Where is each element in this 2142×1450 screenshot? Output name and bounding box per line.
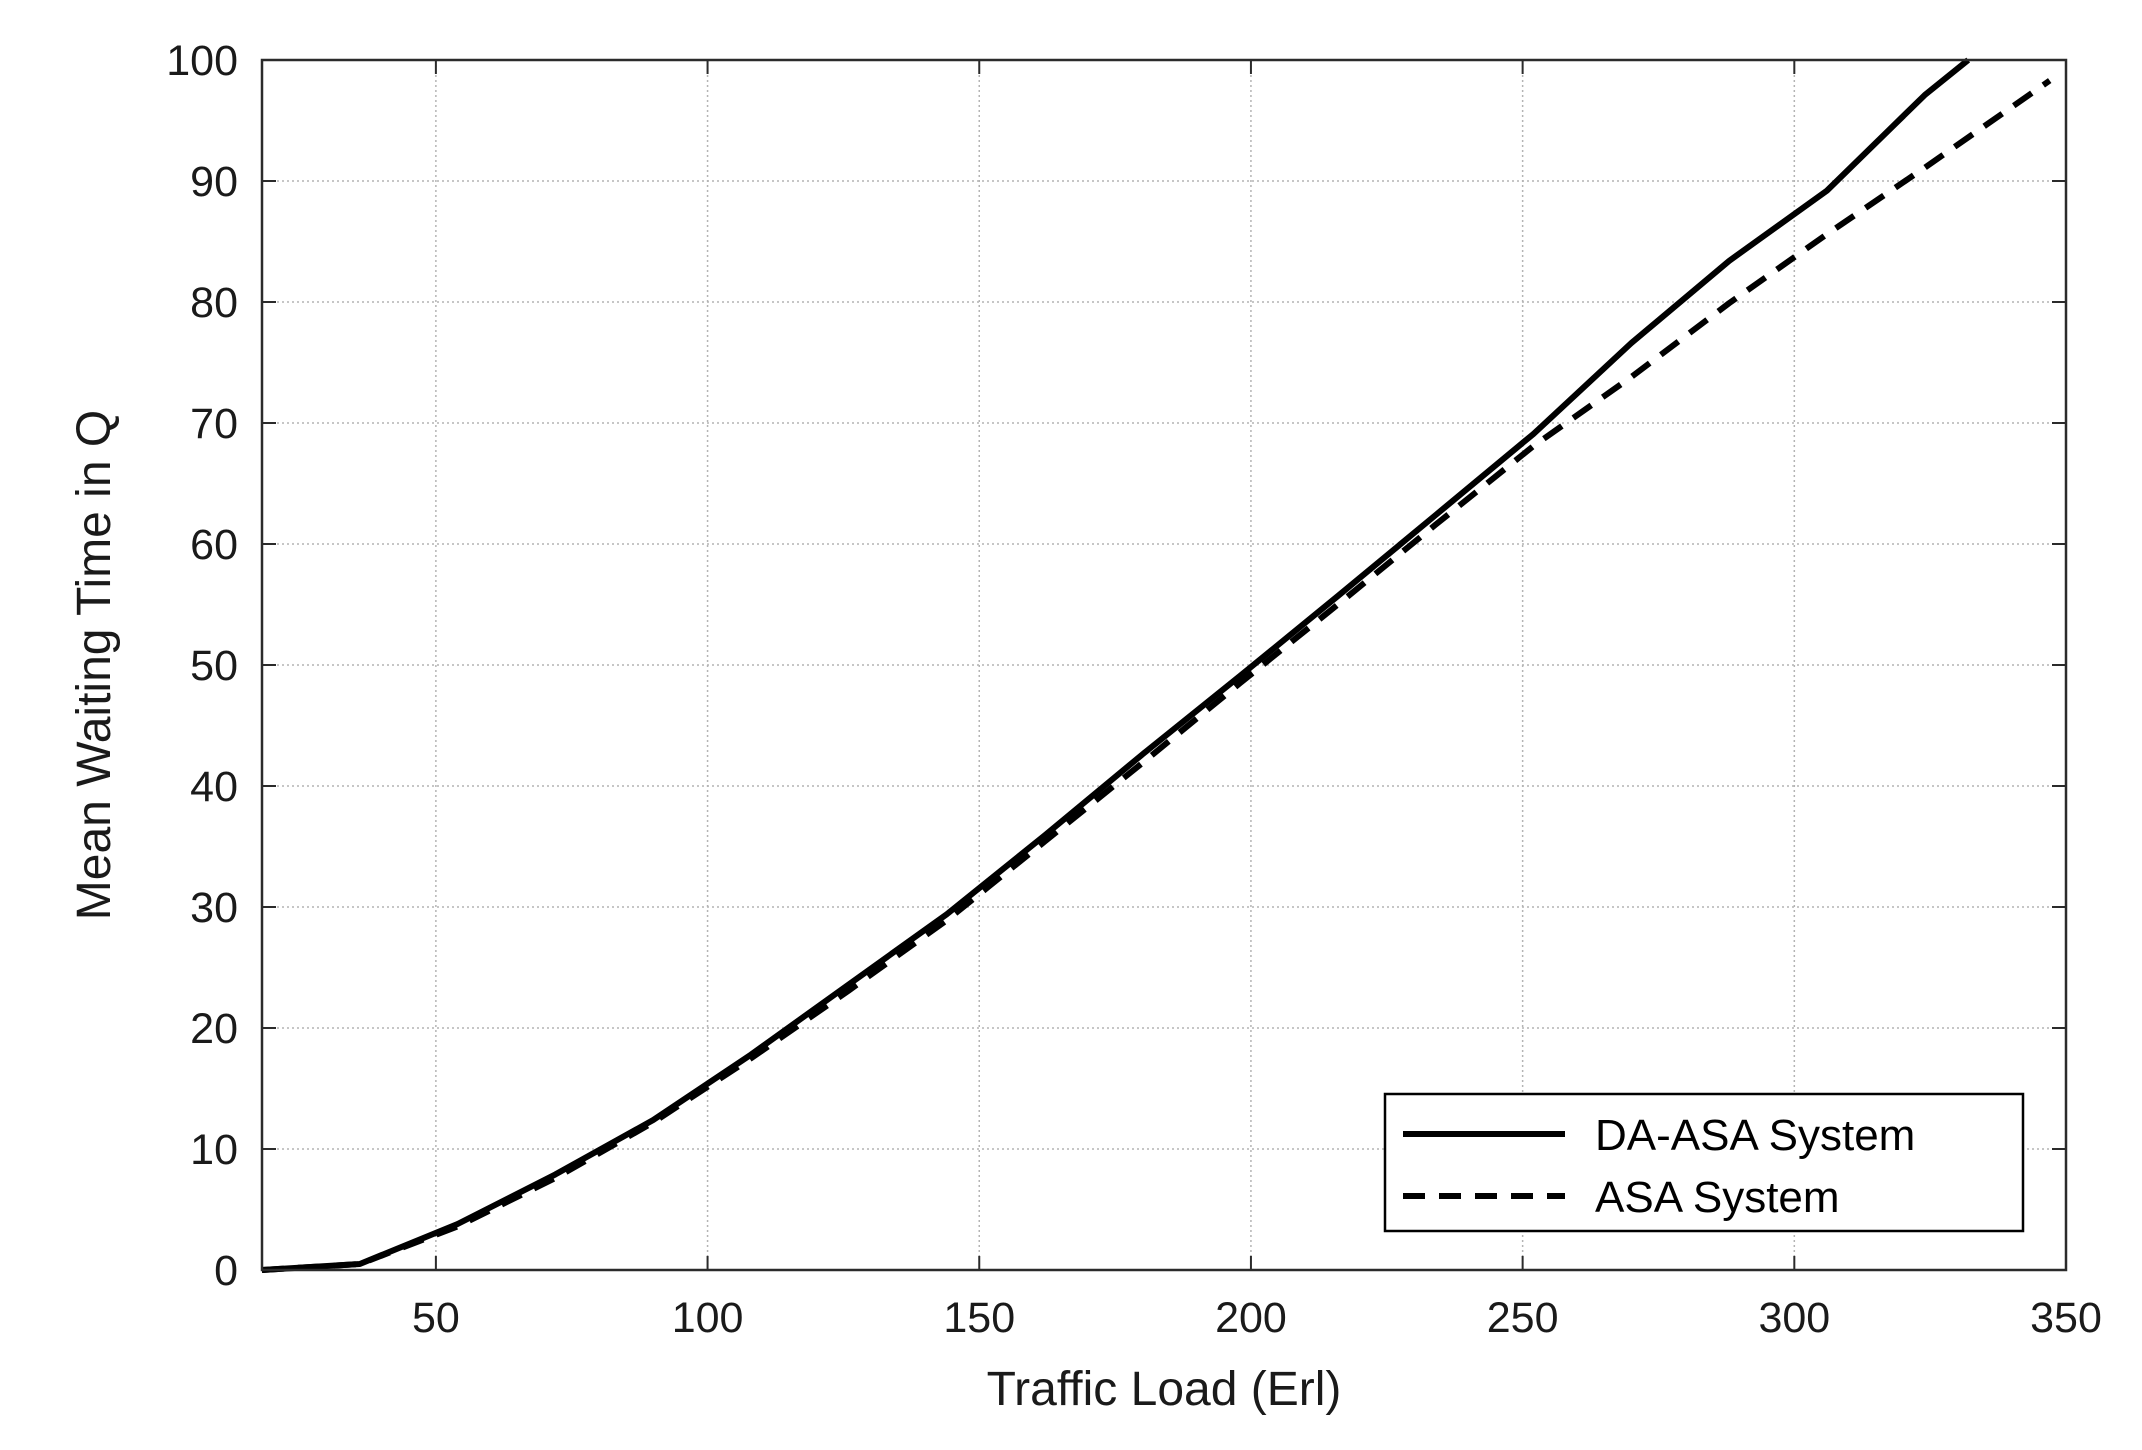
axis-ticks bbox=[262, 59, 2067, 1271]
series-layer bbox=[261, 57, 2052, 1273]
y-tick-label: 50 bbox=[190, 642, 238, 690]
y-tick-label: 60 bbox=[190, 521, 238, 569]
y-tick-label: 0 bbox=[214, 1247, 238, 1295]
x-tick-label: 150 bbox=[943, 1294, 1015, 1342]
x-tick-label: 50 bbox=[412, 1294, 460, 1342]
y-tick-label: 20 bbox=[190, 1005, 238, 1053]
y-axis-label: Mean Waiting Time in Q bbox=[68, 410, 121, 920]
x-tick-label: 300 bbox=[1758, 1294, 1830, 1342]
x-tick-label: 200 bbox=[1215, 1294, 1287, 1342]
y-tick-label: 90 bbox=[190, 158, 238, 206]
y-tick-labels: 0 10 20 30 40 50 60 70 80 90 100 bbox=[166, 37, 238, 1295]
legend-label-da-asa: DA-ASA System bbox=[1595, 1111, 1915, 1160]
legend-label-asa: ASA System bbox=[1595, 1173, 1840, 1222]
y-tick-label: 80 bbox=[190, 279, 238, 327]
grid-lines bbox=[262, 60, 2066, 1270]
y-tick-label: 70 bbox=[190, 400, 238, 448]
x-axis-label: Traffic Load (Erl) bbox=[987, 1363, 1342, 1416]
y-tick-label: 30 bbox=[190, 884, 238, 932]
legend: DA-ASA System ASA System bbox=[1383, 1092, 2025, 1233]
legend-box bbox=[1383, 1092, 2025, 1233]
x-tick-label: 250 bbox=[1487, 1294, 1559, 1342]
series-line-asa bbox=[261, 78, 2052, 1273]
x-tick-label: 100 bbox=[672, 1294, 744, 1342]
y-tick-label: 100 bbox=[166, 37, 238, 85]
x-tick-label: 350 bbox=[2030, 1294, 2102, 1342]
x-tick-labels: 50 100 150 200 250 300 350 bbox=[412, 1294, 2102, 1342]
y-tick-label: 40 bbox=[190, 763, 238, 811]
series-line-da-asa bbox=[261, 57, 1971, 1273]
y-tick-label: 10 bbox=[190, 1126, 238, 1174]
